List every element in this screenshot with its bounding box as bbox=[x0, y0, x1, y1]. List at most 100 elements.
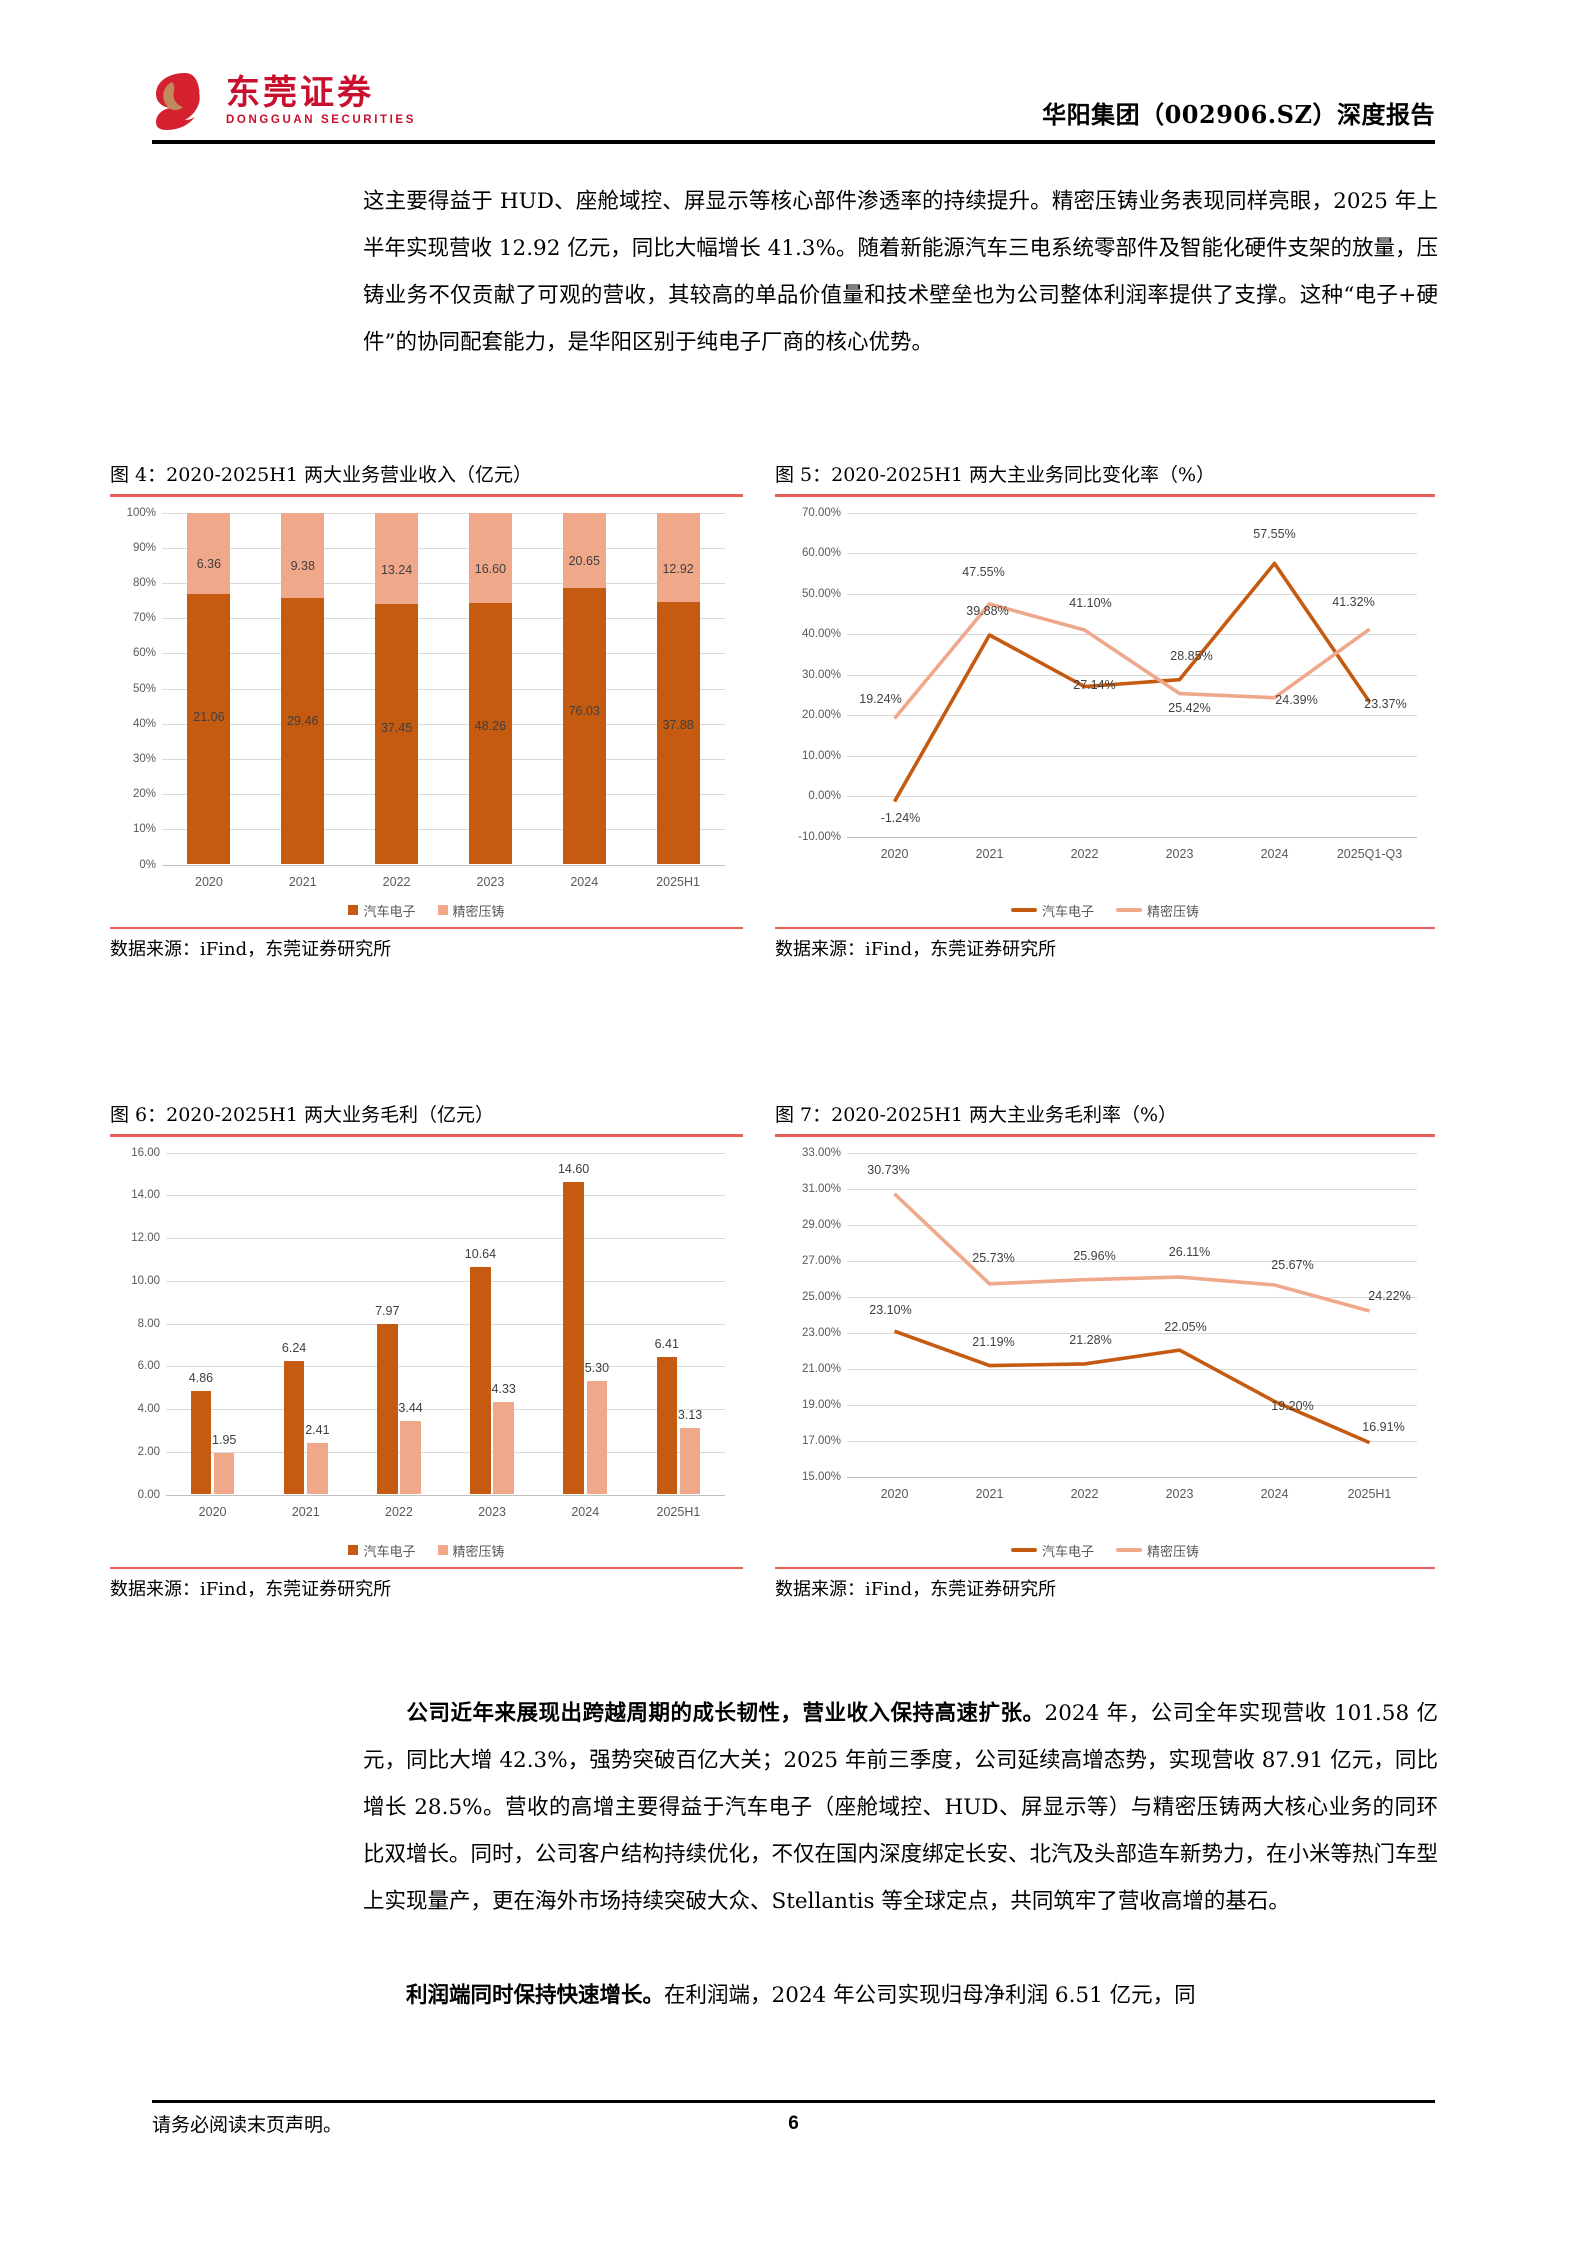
x-axis-label: 2023 bbox=[1165, 846, 1194, 861]
x-axis-label: 2024 bbox=[570, 874, 599, 889]
y-axis-label: 31.00% bbox=[801, 1182, 841, 1195]
line-series-group bbox=[892, 561, 1371, 802]
gridline bbox=[162, 512, 725, 514]
legend-label: 精密压铸 bbox=[1147, 904, 1200, 920]
gridline bbox=[162, 758, 725, 760]
y-axis-label: 0% bbox=[139, 858, 156, 871]
x-axis-label: 2025H1 bbox=[656, 1504, 701, 1519]
line-value-label: 21.28% bbox=[1069, 1333, 1112, 1348]
legend-item-auto-electronics: 汽车电子 bbox=[1010, 901, 1094, 920]
bar-value-label: 76.03 bbox=[568, 703, 600, 718]
x-axis-label: 2020 bbox=[880, 1486, 909, 1501]
x-axis-label: 2022 bbox=[1070, 1486, 1099, 1501]
chart-legend: 汽车电子 精密压铸 bbox=[775, 901, 1435, 920]
legend-swatch bbox=[437, 1545, 448, 1555]
logo-text-cn: 东莞证券 bbox=[226, 72, 374, 113]
footer-page-number: 6 bbox=[788, 2112, 799, 2134]
x-axis-label: 2025H1 bbox=[1347, 1486, 1392, 1501]
y-axis-label: 4.00 bbox=[137, 1403, 160, 1415]
bar-auto-electronics bbox=[656, 1357, 677, 1495]
bar-value-label: 14.60 bbox=[557, 1162, 590, 1177]
y-axis-label: 33.00% bbox=[801, 1146, 841, 1159]
gridline bbox=[166, 1280, 725, 1282]
paragraph-revenue: 公司近年来展现出跨越周期的成长韧性，营业收入保持高速扩张。2024 年，公司全年… bbox=[363, 1690, 1438, 1925]
y-axis-label: 10.00% bbox=[801, 749, 841, 762]
y-axis-label: 8.00 bbox=[137, 1317, 160, 1330]
y-axis-label: 14.00 bbox=[131, 1189, 160, 1202]
x-axis-label: 2021 bbox=[288, 874, 317, 889]
line-auto-electronics bbox=[893, 1329, 1371, 1444]
y-axis-label: 17.00% bbox=[801, 1434, 841, 1447]
legend-label: 汽车电子 bbox=[363, 1544, 416, 1560]
bar-value-label: 6.36 bbox=[196, 557, 222, 572]
x-axis-label: 2021 bbox=[975, 1486, 1004, 1501]
gridline bbox=[847, 674, 1417, 676]
legend-label: 精密压铸 bbox=[452, 904, 505, 920]
paragraph-profit: 利润端同时保持快速增长。在利润端，2024 年公司实现归母净利润 6.51 亿元… bbox=[363, 1972, 1438, 2019]
gridline bbox=[166, 1195, 725, 1197]
bar-precision-casting bbox=[307, 1442, 328, 1495]
paragraph-revenue-lead: 公司近年来展现出跨越周期的成长韧性，营业收入保持高速扩张。 bbox=[406, 1701, 1045, 1726]
y-axis-label: 30.00% bbox=[801, 668, 841, 681]
line-value-label: 21.19% bbox=[972, 1335, 1015, 1350]
line-value-label: 19.24% bbox=[859, 692, 902, 707]
x-axis-label: 2024 bbox=[1260, 846, 1289, 861]
gridline bbox=[847, 1188, 1417, 1190]
legend-swatch bbox=[1010, 908, 1037, 912]
y-axis-label: 23.00% bbox=[801, 1326, 841, 1339]
bar-segment-auto-electronics bbox=[468, 602, 512, 865]
bar-auto-electronics bbox=[470, 1267, 491, 1495]
figure-4: 图 4：2020-2025H1 两大业务营业收入（亿元） 0% 10% 20% 30%… bbox=[110, 463, 743, 961]
page-header: 东莞证券 DONGGUAN SECURITIES 华阳集团（002906.SZ）… bbox=[152, 70, 1435, 132]
y-axis-label: 12.00 bbox=[131, 1232, 160, 1244]
figure-4-caption: 图 4：2020-2025H1 两大业务营业收入（亿元） bbox=[110, 464, 532, 486]
bar-value-label: 3.44 bbox=[398, 1400, 423, 1415]
paragraph-profit-lead: 利润端同时保持快速增长。 bbox=[406, 1983, 665, 2008]
figure-6: 图 6：2020-2025H1 两大业务毛利（亿元） 0.00 2.00 4.00 6… bbox=[110, 1103, 743, 1601]
legend-swatch bbox=[1116, 1548, 1142, 1552]
y-axis-label: 2.00 bbox=[137, 1445, 160, 1458]
figure-5-source: 数据来源：iFind，东莞证券研究所 bbox=[775, 926, 1435, 961]
y-axis-label: 25.00% bbox=[801, 1290, 841, 1303]
bar-segment-auto-electronics bbox=[281, 597, 325, 865]
figure-7-source: 数据来源：iFind，东莞证券研究所 bbox=[775, 1566, 1435, 1601]
y-axis-label: 10.00 bbox=[131, 1274, 160, 1287]
line-value-label: 47.55% bbox=[962, 565, 1005, 580]
gridline bbox=[162, 688, 725, 690]
logo-text-en: DONGGUAN SECURITIES bbox=[226, 114, 416, 127]
legend-swatch bbox=[1010, 1548, 1037, 1552]
report-title: 华阳集团（002906.SZ）深度报告 bbox=[1042, 100, 1435, 129]
chart-legend: 汽车电子 精密压铸 bbox=[110, 1541, 743, 1560]
figure-6-caption-rule bbox=[110, 1134, 743, 1137]
gridline bbox=[847, 553, 1417, 554]
figure-4-caption-rule bbox=[110, 494, 743, 497]
x-axis-label: 2021 bbox=[975, 846, 1004, 861]
gridline bbox=[847, 755, 1417, 757]
chart-legend: 汽车电子 精密压铸 bbox=[775, 1541, 1435, 1560]
bar-value-label: 12.92 bbox=[662, 561, 694, 576]
gridline bbox=[847, 1404, 1417, 1406]
bar-value-label: 20.65 bbox=[568, 553, 600, 568]
paragraph-profit-body: 在利润端，2024 年公司实现归母净利润 6.51 亿元，同 bbox=[664, 1983, 1196, 2008]
chart-yoy-growth-line: -10.00% 0.00% 10.00% 20.00% 30.00% 40.00% 50.0… bbox=[775, 497, 1435, 927]
figure-4-source: 数据来源：iFind，东莞证券研究所 bbox=[110, 926, 743, 961]
legend-swatch bbox=[348, 905, 359, 915]
y-axis-label: 21.00% bbox=[801, 1362, 841, 1375]
bar-segment-precision-casting bbox=[656, 512, 700, 603]
figure-5-chart-area: -10.00% 0.00% 10.00% 20.00% 30.00% 40.00% 50.0… bbox=[775, 497, 1435, 927]
line-value-label: 27.14% bbox=[1073, 678, 1116, 693]
gridline bbox=[847, 1440, 1417, 1442]
y-axis-label: 100% bbox=[126, 506, 156, 519]
bar-value-label: 6.24 bbox=[281, 1341, 307, 1356]
bar-value-label: 9.38 bbox=[290, 559, 315, 574]
line-value-label: 24.22% bbox=[1368, 1288, 1411, 1303]
line-value-label: 26.11% bbox=[1168, 1244, 1211, 1259]
bar-auto-electronics bbox=[190, 1390, 212, 1495]
figure-5-caption: 图 5：2020-2025H1 两大主业务同比变化率（%） bbox=[775, 464, 1216, 486]
bar-precision-casting bbox=[493, 1401, 514, 1495]
y-axis-label: 20% bbox=[132, 788, 156, 801]
line-value-label: 19.20% bbox=[1271, 1398, 1314, 1413]
bar-value-label: 4.86 bbox=[188, 1370, 214, 1385]
legend-label: 精密压铸 bbox=[452, 1544, 505, 1560]
page-footer: 请务必阅读末页声明。 6 bbox=[152, 2110, 1435, 2137]
